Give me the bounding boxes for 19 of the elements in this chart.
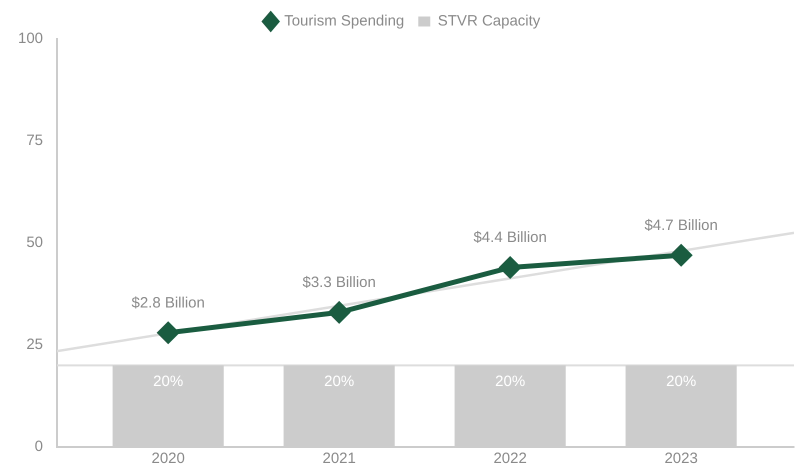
legend-label: Tourism Spending <box>284 12 404 30</box>
legend-label: STVR Capacity <box>438 12 541 30</box>
point <box>158 322 179 344</box>
annotation: $4.7 Billion <box>644 216 718 234</box>
y-tick-label: 75 <box>26 132 44 150</box>
point <box>500 256 521 278</box>
y-tick-label: 0 <box>34 438 44 456</box>
y-tick-label: 100 <box>18 30 44 48</box>
x-tick-label: 2020 <box>151 450 185 468</box>
x-tick-label: 2021 <box>322 450 356 468</box>
x-tick-label: 2022 <box>493 450 527 468</box>
annotation: $3.3 Billion <box>302 274 376 291</box>
y-tick-label: 25 <box>26 336 44 354</box>
x-tick-label: 2023 <box>664 450 698 468</box>
point <box>670 244 692 266</box>
annotation: $2.8 Billion <box>131 294 205 312</box>
point <box>328 302 350 323</box>
annotation: $4.4 Billion <box>473 229 547 246</box>
y-tick-label: 50 <box>26 234 44 252</box>
